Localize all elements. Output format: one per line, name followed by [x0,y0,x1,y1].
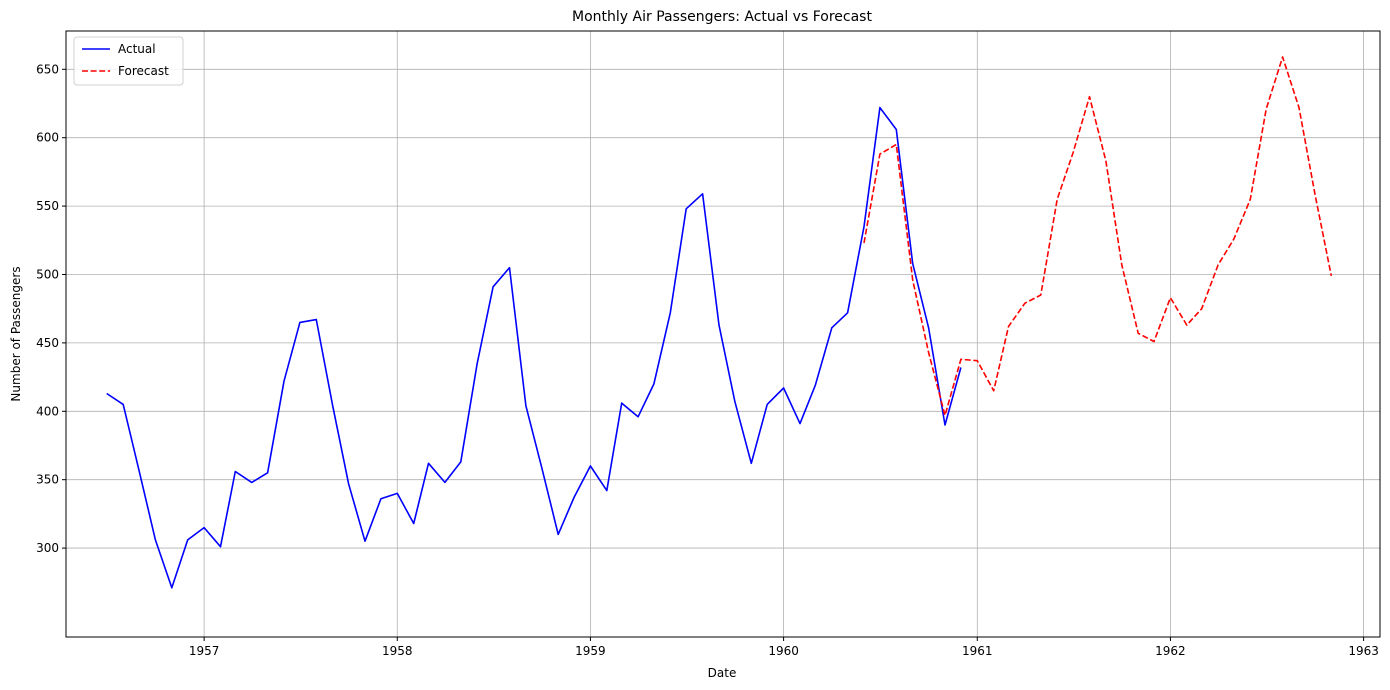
y-tick-label: 400 [36,404,59,418]
legend-label-forecast: Forecast [118,64,169,78]
x-axis-label: Date [708,666,737,680]
y-tick-label: 550 [36,199,59,213]
legend: Actual Forecast [73,36,184,86]
y-tick-label: 350 [36,473,59,487]
series-line-actual [106,106,962,589]
series-line-forecast [863,56,1333,417]
y-axis-label: Number of Passengers [9,266,23,401]
y-tick-label: 650 [36,62,59,76]
y-tick-label: 300 [36,541,59,555]
x-tick-label: 1963 [1348,644,1379,658]
y-axis-ticks: 300 350 400 450 500 550 600 650 [36,62,66,555]
y-tick-label: 500 [36,267,59,281]
x-tick-label: 1957 [189,644,220,658]
x-tick-label: 1958 [382,644,413,658]
y-tick-label: 600 [36,131,59,145]
y-tick-label: 450 [36,336,59,350]
legend-label-actual: Actual [118,42,156,56]
x-tick-label: 1962 [1155,644,1186,658]
x-tick-label: 1959 [575,644,606,658]
grid [66,31,1380,637]
plot-lines [106,56,1333,589]
plot-frame [65,30,1381,638]
x-axis-ticks: 1957 1958 1959 1960 1961 1962 1963 [189,637,1379,658]
chart-title: Monthly Air Passengers: Actual vs Foreca… [572,9,872,25]
x-tick-label: 1961 [962,644,993,658]
x-tick-label: 1960 [768,644,799,658]
